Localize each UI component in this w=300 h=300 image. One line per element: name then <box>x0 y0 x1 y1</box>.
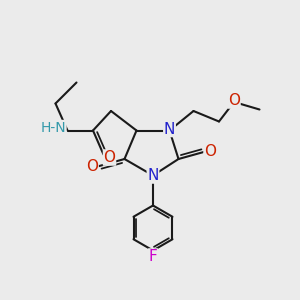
Text: O: O <box>228 93 240 108</box>
Text: H-N: H-N <box>40 121 66 134</box>
Text: O: O <box>204 144 216 159</box>
Text: N: N <box>147 168 159 183</box>
Text: N: N <box>164 122 175 136</box>
Text: O: O <box>86 159 98 174</box>
Text: O: O <box>103 150 116 165</box>
Text: F: F <box>148 249 158 264</box>
